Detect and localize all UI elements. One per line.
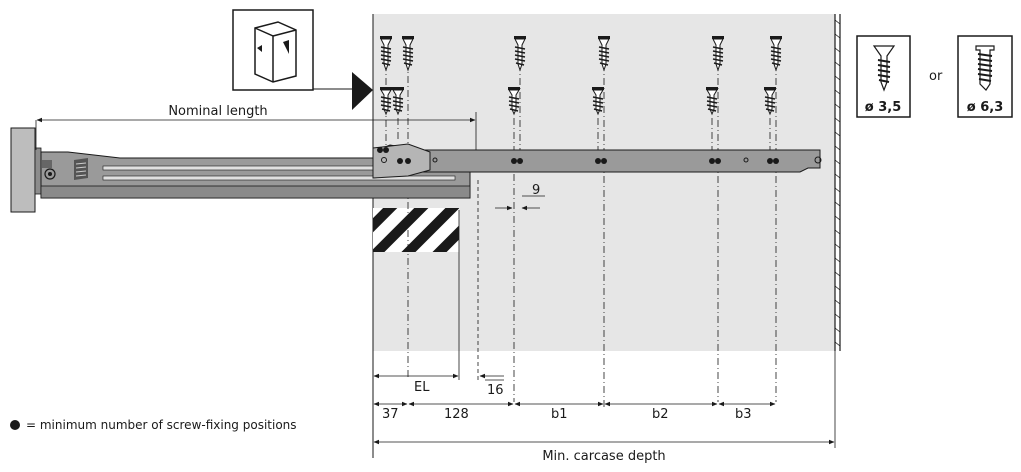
or-label: or (929, 69, 943, 84)
dim-b3-label: b3 (735, 407, 752, 422)
carcase-back-panel (834, 14, 841, 351)
dim-b2-label: b2 (652, 407, 669, 422)
euro-screw-icon: ø 6,3 (957, 35, 1013, 118)
dim-9-label: 9 (532, 183, 540, 198)
fixing-position-dots (377, 147, 779, 164)
dim-128-label: 128 (444, 407, 469, 422)
drawer-runner (40, 151, 471, 199)
dim-16-label: 16 (487, 383, 504, 398)
dim-b1-label: b1 (551, 407, 568, 422)
filled-circle-icon (10, 420, 20, 430)
legend-text: = minimum number of screw-fixing positio… (26, 418, 297, 432)
hatched-front-section (373, 208, 459, 252)
drawer-front (10, 127, 36, 213)
nominal-length-label: Nominal length (168, 104, 267, 119)
min-depth-label: Min. carcase depth (542, 449, 665, 464)
screw-option-a: ø 3,5 (856, 35, 911, 118)
cabinet-icon (232, 9, 314, 91)
dim-37-label: 37 (382, 407, 399, 422)
legend: = minimum number of screw-fixing positio… (10, 418, 297, 432)
triangle-pointer-icon (352, 72, 373, 110)
screw-b-label: ø 6,3 (967, 100, 1004, 115)
screw-a-label: ø 3,5 (865, 100, 902, 115)
dim-el-label: EL (414, 380, 430, 395)
